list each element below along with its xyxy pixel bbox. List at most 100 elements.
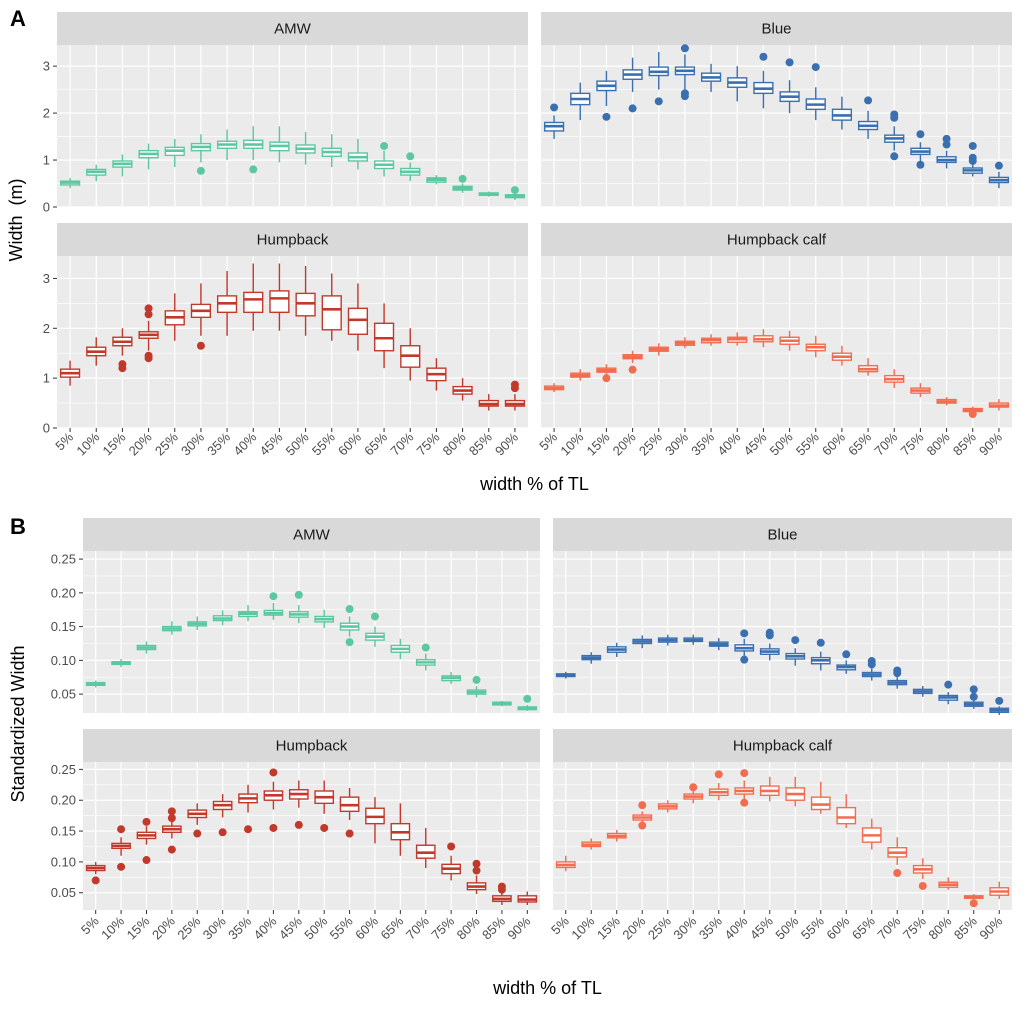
facet-humpback-calf: Humpback calf5%10%15%20%25%30%35%40%45%5… (548, 729, 1012, 943)
x-tick-label: 50% (767, 429, 796, 458)
outlier-point (196, 341, 205, 350)
box-amw-12 (373, 141, 395, 177)
box-humpback-11 (347, 283, 369, 351)
outlier-point (447, 842, 456, 851)
x-tick-label: 10% (557, 429, 586, 458)
outlier-point (458, 174, 467, 183)
box-humpback-calf-4 (657, 800, 678, 813)
box-humpback-3 (162, 807, 182, 854)
box-amw-15 (452, 174, 473, 193)
box-humpback-15 (452, 378, 473, 401)
box-amw-3 (162, 621, 182, 635)
y-tick-label: 1 (43, 371, 50, 386)
box-humpback-10 (339, 787, 360, 838)
box-humpback-10 (321, 273, 342, 341)
outlier-point (421, 643, 430, 652)
outlier-point (523, 694, 532, 703)
outlier-point (117, 825, 126, 834)
x-tick-label: 45% (276, 913, 305, 942)
facet-strip (83, 729, 540, 762)
box-body (269, 290, 290, 314)
box-humpback-12 (373, 303, 395, 369)
box-humpback-6 (216, 270, 238, 336)
box-amw-8 (269, 126, 290, 163)
outlier-point (167, 814, 176, 823)
box-humpback-17 (517, 891, 538, 906)
outlier-point (218, 828, 227, 837)
x-tick-label: 90% (504, 913, 533, 942)
box-humpback-calf-14 (910, 383, 931, 398)
box-humpback-calf-16 (962, 406, 983, 419)
box-amw-8 (288, 590, 309, 624)
outlier-point (269, 823, 278, 832)
box-blue-15 (938, 680, 959, 705)
x-tick-label: 25% (152, 429, 181, 458)
box-humpback-14 (441, 842, 461, 881)
box-humpback-calf-10 (805, 335, 826, 358)
outlier-point (144, 354, 153, 363)
outlier-point (942, 140, 951, 149)
box-amw-10 (321, 134, 342, 168)
x-tick-label: 30% (200, 913, 229, 942)
box-blue-7 (734, 629, 755, 664)
x-tick-label: 5% (52, 429, 76, 453)
box-blue-5 (674, 44, 696, 101)
facet-strip-label: Humpback (276, 738, 348, 755)
facet-strip (57, 223, 528, 256)
box-amw-7 (243, 126, 264, 174)
box-amw-9 (314, 609, 335, 628)
box-amw-16 (478, 191, 499, 197)
box-humpback-7 (263, 768, 284, 832)
outlier-point (345, 829, 354, 838)
box-humpback-6 (238, 784, 258, 834)
outlier-point (118, 364, 127, 373)
panel-background (83, 551, 540, 713)
x-tick-label: 55% (309, 429, 338, 458)
x-tick-label: 85% (479, 913, 508, 942)
x-tick-label: 15% (124, 913, 153, 942)
box-blue-1 (570, 82, 591, 121)
outlier-point (842, 650, 851, 659)
x-tick-label: 50% (283, 429, 312, 458)
y-axis-title: Width (m) (6, 179, 26, 262)
box-humpback-calf-9 (779, 330, 800, 351)
x-tick-label: 80% (454, 913, 483, 942)
box-amw-4 (187, 616, 208, 630)
box-amw-1 (111, 659, 131, 668)
x-tick-label: 80% (440, 429, 469, 458)
x-tick-label: 5% (78, 913, 102, 937)
y-tick-label: 3 (43, 271, 50, 286)
outlier-point (144, 310, 153, 319)
x-axis-title: width % of TL (492, 978, 602, 998)
y-tick-label: 0.15 (51, 619, 76, 634)
outlier-point (995, 696, 1004, 705)
box-humpback-calf-17 (988, 399, 1010, 411)
outlier-point (638, 821, 647, 830)
x-tick-label: 20% (619, 913, 648, 942)
outlier-point (294, 590, 303, 599)
outlier-point (759, 52, 768, 61)
x-tick-label: 80% (924, 429, 953, 458)
box-humpback-0 (85, 861, 106, 885)
box-humpback-1 (86, 337, 107, 366)
x-tick-label: 85% (951, 913, 980, 942)
box-amw-4 (164, 138, 185, 168)
y-tick-label: 0.05 (51, 885, 76, 900)
outlier-point (969, 685, 978, 694)
x-tick-label: 25% (636, 429, 665, 458)
facet-strip-label: Blue (761, 21, 791, 38)
outlier-point (916, 130, 925, 139)
x-tick-label: 70% (871, 429, 900, 458)
box-humpback-calf-2 (606, 829, 627, 842)
box-blue-9 (785, 636, 806, 666)
outlier-point (890, 152, 899, 161)
y-tick-label: 0 (43, 421, 50, 436)
outlier-point (345, 638, 354, 647)
outlier-point (370, 612, 379, 621)
panel-background (553, 762, 1012, 910)
box-amw-17 (504, 186, 526, 200)
box-blue-15 (936, 134, 957, 169)
box-amw-1 (86, 164, 107, 182)
box-humpback-4 (187, 803, 208, 838)
